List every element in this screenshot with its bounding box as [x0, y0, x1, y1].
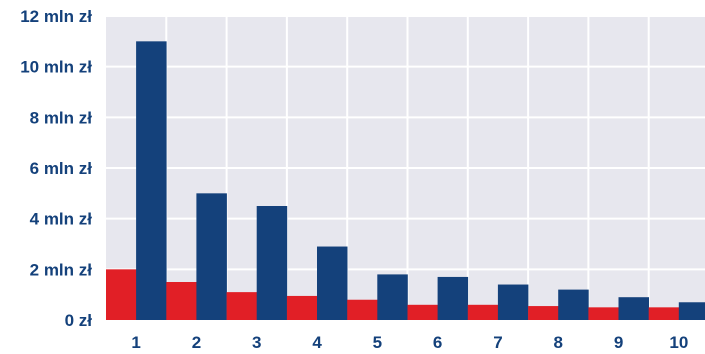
x-tick-label: 9 [614, 333, 623, 352]
bar-series-1-4 [286, 295, 318, 320]
y-tick-label: 8 mln zł [30, 108, 93, 127]
bar-series-2-10 [678, 302, 705, 320]
bar-series-1-6 [407, 304, 438, 320]
bar-series-2-1 [136, 41, 167, 320]
bar-series-1-8 [528, 306, 559, 320]
bar-series-2-6 [437, 276, 469, 320]
bar-series-1-1 [106, 269, 137, 320]
y-tick-label: 6 mln zł [30, 159, 93, 178]
bar-series-2-7 [497, 284, 529, 320]
y-tick-label: 4 mln zł [30, 210, 93, 229]
bar-series-1-5 [347, 299, 378, 320]
grid-lines [106, 15, 705, 320]
y-tick-label: 2 mln zł [30, 260, 93, 279]
y-axis-tick-labels: 0 zł 2 mln zł 4 mln zł 6 mln zł 8 mln zł 10 m… [20, 7, 92, 330]
bar-series-1-9 [588, 307, 619, 320]
bar-series-1-7 [467, 304, 499, 320]
bar-series-2-2 [196, 193, 227, 320]
bar-series-2-3 [256, 206, 288, 320]
bar-series-1-2 [166, 282, 197, 320]
bar-series-2-9 [618, 297, 649, 320]
x-tick-label: 5 [373, 333, 382, 352]
x-tick-label: 1 [131, 333, 140, 352]
y-tick-label: 12 mln zł [20, 7, 92, 26]
bar-series-1-3 [226, 292, 258, 320]
x-tick-label: 7 [493, 333, 502, 352]
x-tick-label: 8 [554, 333, 563, 352]
x-tick-label: 10 [669, 333, 688, 352]
bar-series-2-8 [558, 289, 589, 320]
y-tick-label: 0 zł [65, 311, 93, 330]
x-tick-label: 2 [192, 333, 201, 352]
x-tick-label: 6 [433, 333, 442, 352]
y-tick-label: 10 mln zł [20, 58, 92, 77]
x-tick-label: 3 [252, 333, 261, 352]
bars [106, 41, 705, 320]
x-axis-tick-labels: 1 2 3 4 5 6 7 8 9 10 [131, 333, 688, 352]
bar-series-2-5 [377, 274, 408, 320]
x-tick-label: 4 [312, 333, 322, 352]
bar-series-2-4 [317, 246, 348, 320]
bar-series-1-10 [648, 307, 680, 320]
